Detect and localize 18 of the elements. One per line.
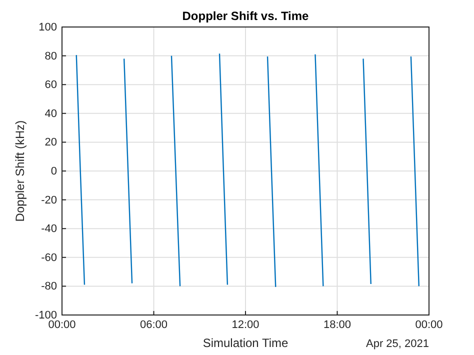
y-axis-title: Doppler Shift (kHz): [13, 120, 27, 222]
y-tick-label: -40: [41, 223, 57, 236]
y-tick-label: 100: [38, 22, 57, 34]
x-tick-label: 00:00: [415, 318, 443, 331]
x-tick-label: 18:00: [323, 318, 352, 331]
y-tick-label: 40: [44, 108, 57, 120]
y-tick-label: 20: [44, 136, 57, 149]
y-tick-label: -80: [41, 280, 57, 293]
text: Apr 25, 2021: [366, 338, 429, 350]
x-tick-label: 12:00: [232, 318, 260, 331]
y-tick-label: -20: [41, 194, 57, 206]
y-tick-label: -60: [41, 252, 57, 264]
y-tick-label: 80: [44, 50, 57, 62]
chart-title: Doppler Shift vs. Time: [182, 9, 310, 23]
y-tick-label: 0: [50, 166, 57, 178]
y-tick-label: 60: [44, 79, 57, 92]
x-tick-label: 06:00: [140, 318, 168, 331]
x-axis-title: Simulation Time: [202, 336, 289, 350]
